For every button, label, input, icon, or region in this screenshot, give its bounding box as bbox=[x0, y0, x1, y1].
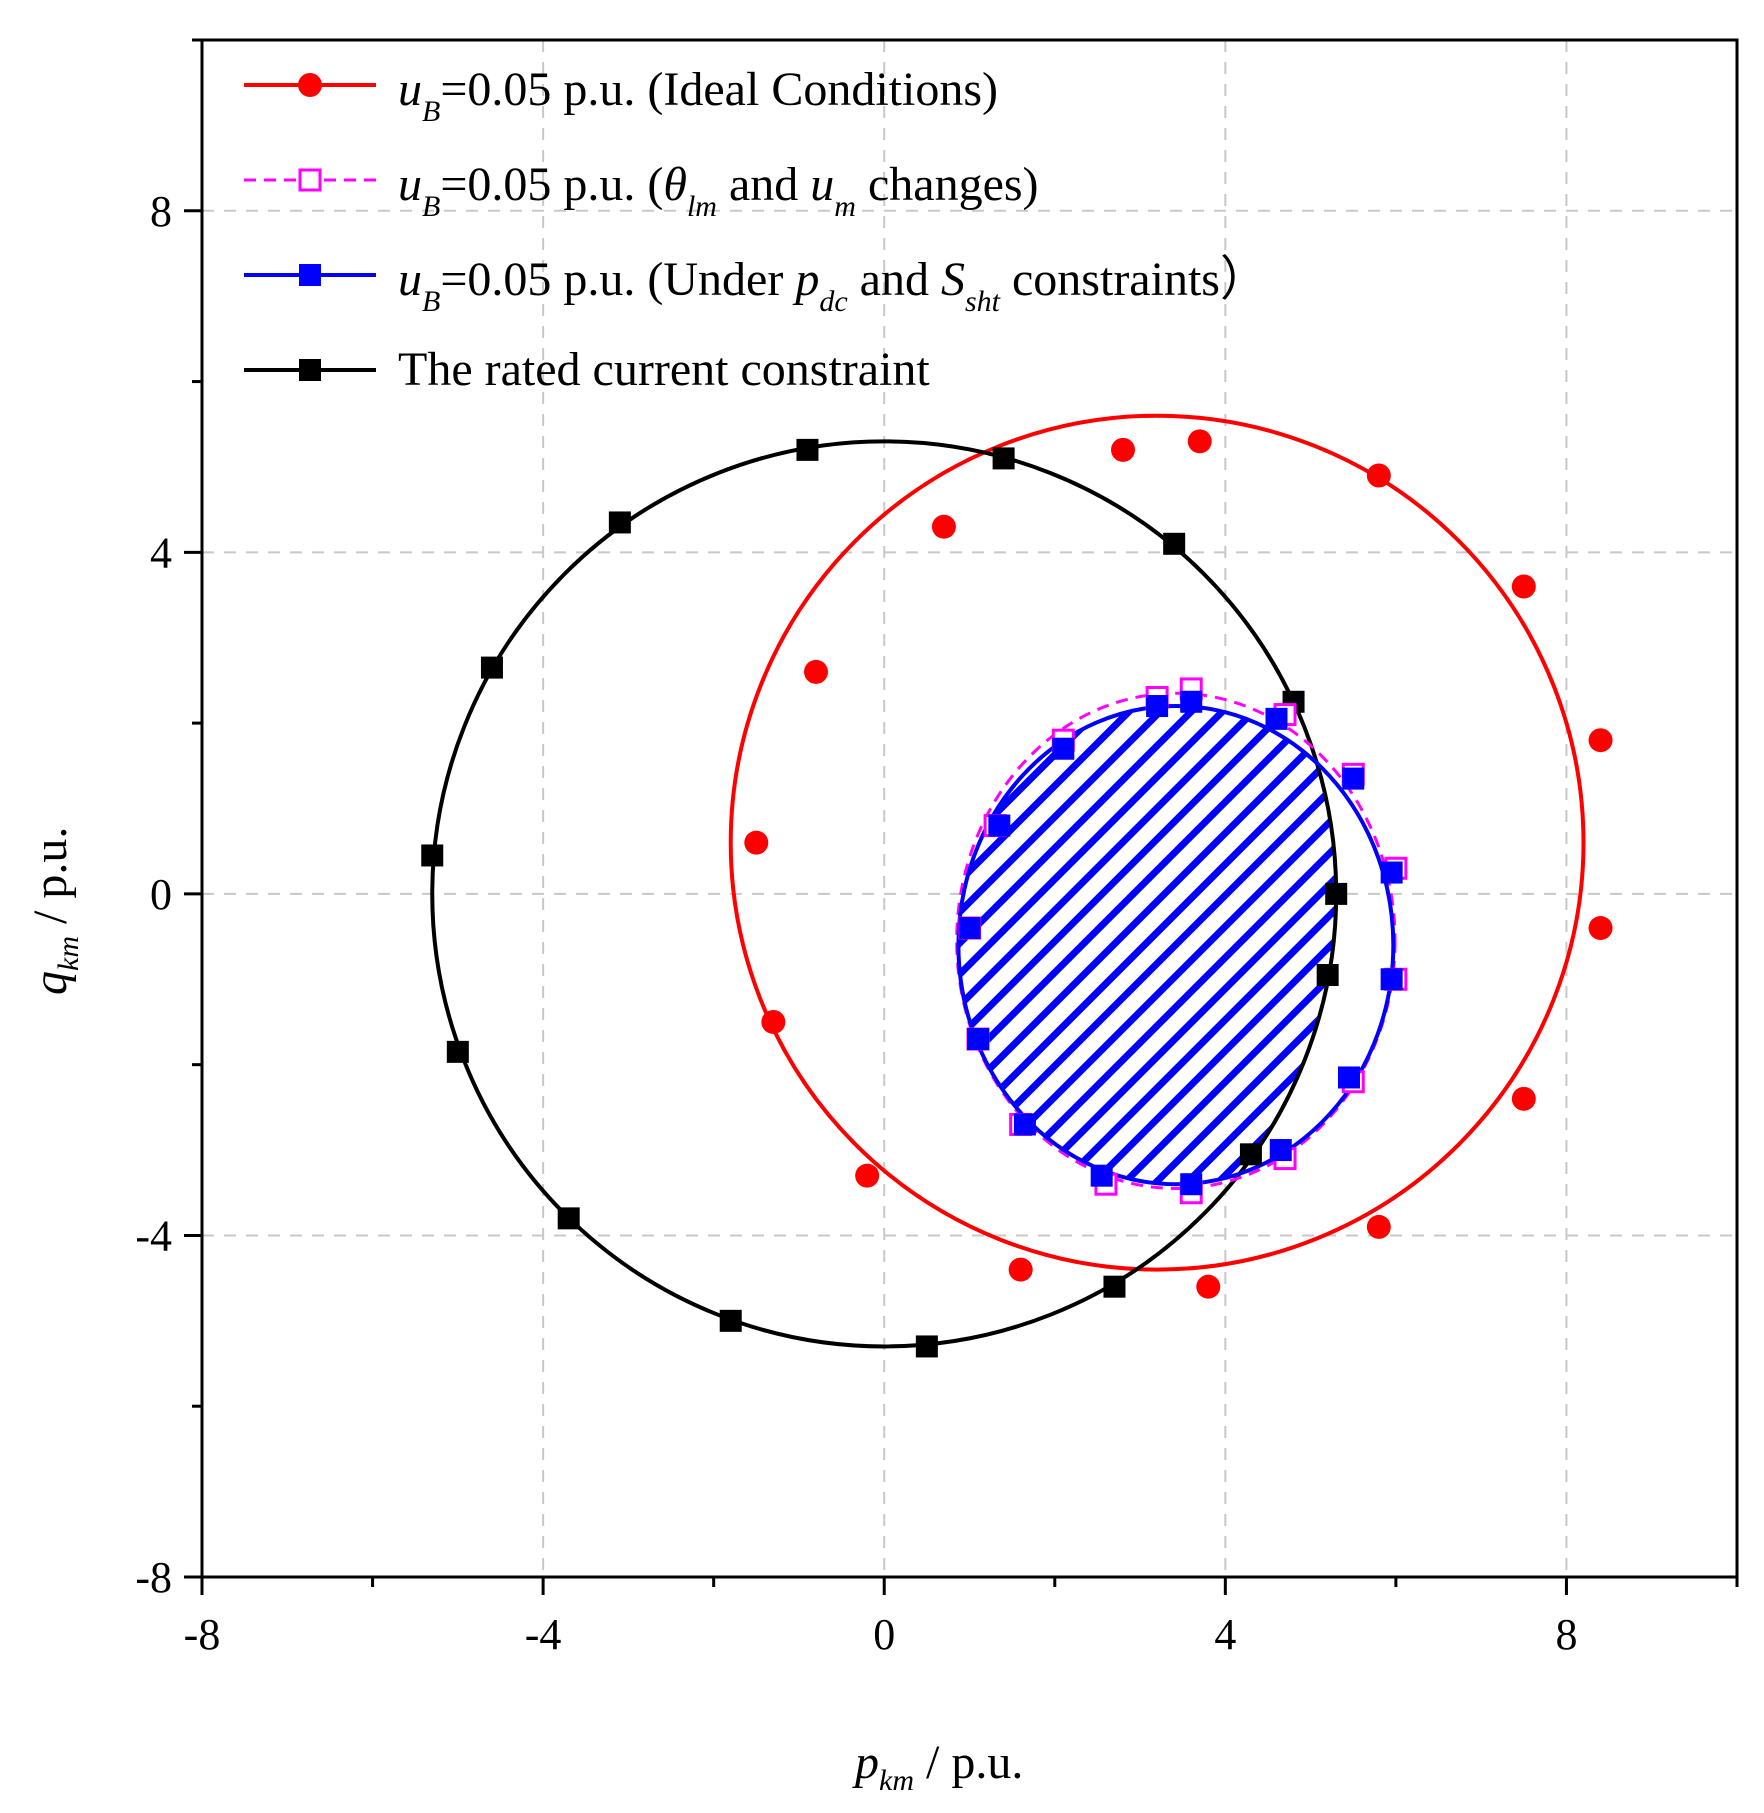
legend-marker-constraints bbox=[299, 264, 321, 286]
legend-label-rated: The rated current constraint bbox=[398, 343, 930, 396]
marker-constraints bbox=[1180, 1173, 1203, 1196]
x-tick-label: -8 bbox=[184, 1610, 221, 1659]
marker-rated bbox=[480, 656, 503, 679]
marker-rated bbox=[557, 1207, 580, 1230]
marker-rated bbox=[992, 447, 1015, 470]
x-axis-title: pkm / p.u. bbox=[852, 1736, 1023, 1797]
legend: uB=0.05 p.u. (Ideal Conditions) uB=0.05 … bbox=[244, 63, 1268, 396]
marker-constraints bbox=[1013, 1113, 1036, 1136]
marker-ideal bbox=[1588, 728, 1613, 753]
marker-constraints bbox=[1342, 767, 1365, 790]
marker-ideal bbox=[1008, 1257, 1033, 1282]
marker-ideal bbox=[1366, 463, 1391, 488]
x-tick-label: 4 bbox=[1214, 1610, 1236, 1659]
marker-constraints bbox=[1146, 695, 1169, 718]
marker-ideal bbox=[1111, 437, 1135, 462]
y-tick-label: -4 bbox=[135, 1211, 172, 1260]
axes: -8 -4 0 4 8 -8 -4 0 4 8 bbox=[135, 38, 1739, 1659]
marker-constraints bbox=[1090, 1164, 1113, 1187]
marker-rated bbox=[1316, 964, 1339, 987]
marker-constraints bbox=[1265, 707, 1288, 730]
curve-ideal bbox=[728, 413, 1586, 1272]
legend-sample-rated bbox=[244, 359, 376, 381]
plot-area bbox=[421, 413, 1613, 1358]
marker-rated bbox=[1163, 532, 1186, 555]
y-axis-title: qkm / p.u. bbox=[24, 827, 85, 995]
marker-ideal bbox=[761, 1009, 786, 1034]
legend-label-ideal: uB=0.05 p.u. (Ideal Conditions) bbox=[398, 63, 998, 128]
legend-sample-constraints bbox=[244, 264, 376, 286]
marker-ideal bbox=[1511, 574, 1536, 599]
marker-rated bbox=[915, 1335, 938, 1358]
marker-rated bbox=[719, 1309, 742, 1332]
marker-ideal bbox=[804, 659, 828, 684]
legend-entry-changes: uB=0.05 p.u. (θlm and um changes) bbox=[244, 158, 1039, 223]
marker-ideal bbox=[1366, 1214, 1391, 1239]
marker-ideal bbox=[744, 830, 769, 855]
plot-frame bbox=[200, 38, 1739, 1579]
marker-constraints bbox=[1052, 737, 1075, 760]
marker-constraints bbox=[1337, 1066, 1360, 1089]
legend-entry-rated: The rated current constraint bbox=[244, 343, 930, 396]
feasible-region-hatch bbox=[958, 706, 1337, 1185]
legend-entry-ideal: uB=0.05 p.u. (Ideal Conditions) bbox=[244, 63, 998, 128]
x-tick-label: 8 bbox=[1555, 1610, 1577, 1659]
x-tick-label: 0 bbox=[873, 1610, 895, 1659]
marker-rated bbox=[608, 511, 631, 534]
marker-constraints bbox=[967, 1028, 990, 1051]
marker-ideal bbox=[1588, 916, 1613, 941]
marker-ideal bbox=[1196, 1274, 1221, 1299]
marker-rated bbox=[1325, 882, 1348, 905]
legend-marker-rated bbox=[299, 359, 321, 381]
y-tick-label: 8 bbox=[150, 187, 172, 236]
marker-rated bbox=[796, 438, 819, 461]
y-tick-label: -8 bbox=[135, 1553, 172, 1602]
marker-constraints bbox=[988, 814, 1011, 837]
marker-constraints bbox=[1380, 968, 1403, 991]
marker-rated bbox=[421, 844, 444, 867]
marker-constraints bbox=[1269, 1139, 1292, 1162]
marker-rated bbox=[1239, 1143, 1262, 1166]
legend-entry-constraints: uB=0.05 p.u. (Under pdc and Ssht constra… bbox=[244, 253, 1268, 318]
marker-ideal bbox=[1511, 1086, 1536, 1111]
marker-rated bbox=[1103, 1275, 1126, 1298]
legend-label-changes: uB=0.05 p.u. (θlm and um changes) bbox=[398, 158, 1039, 223]
legend-marker-ideal bbox=[298, 73, 322, 97]
y-tick-label: 4 bbox=[150, 528, 172, 577]
legend-marker-changes bbox=[298, 168, 322, 192]
marker-ideal bbox=[931, 514, 956, 539]
marker-constraints bbox=[958, 917, 981, 940]
marker-rated bbox=[446, 1040, 469, 1063]
marker-constraints bbox=[1380, 861, 1403, 884]
legend-label-constraints: uB=0.05 p.u. (Under pdc and Ssht constra… bbox=[398, 253, 1268, 318]
grid bbox=[201, 40, 1737, 1578]
marker-constraints bbox=[1180, 690, 1203, 713]
x-tick-label: -4 bbox=[525, 1610, 562, 1659]
curve-constraints bbox=[956, 704, 1396, 1187]
y-tick-label: 0 bbox=[150, 870, 172, 919]
marker-ideal bbox=[855, 1163, 880, 1188]
legend-sample-changes bbox=[244, 168, 376, 192]
marker-ideal bbox=[1187, 429, 1212, 454]
legend-sample-ideal bbox=[244, 73, 376, 97]
